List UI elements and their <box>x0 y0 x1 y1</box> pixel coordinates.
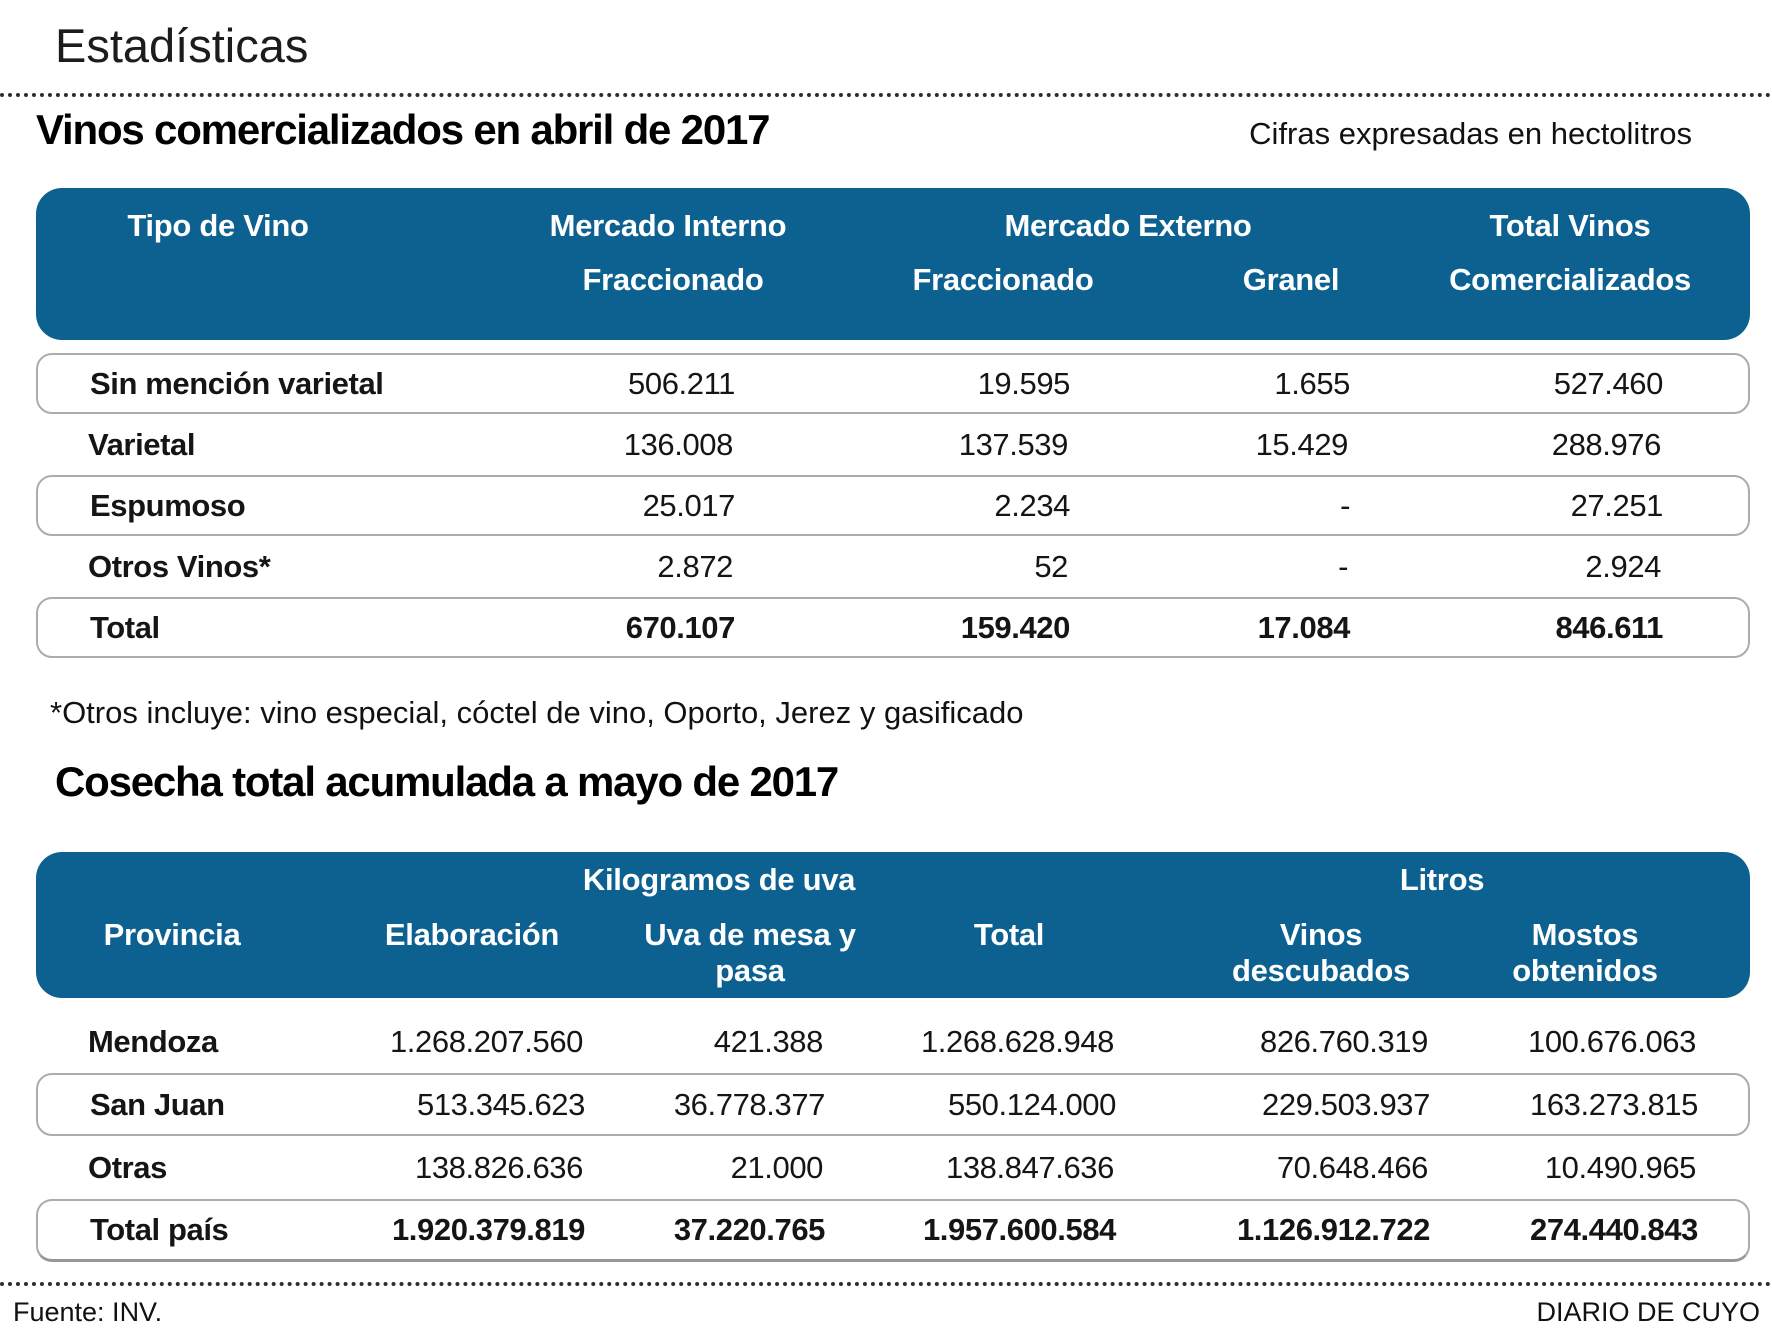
cell-mostos-obtenidos: 274.440.843 <box>1530 1212 1698 1247</box>
cell-externo-fraccionado: 159.420 <box>960 609 1071 645</box>
table2-header: Kilogramos de uva Litros Provincia Elabo… <box>36 852 1750 998</box>
cell-externo-fraccionado: 19.595 <box>977 365 1071 401</box>
table-row-otros-vinos: Otros Vinos* 2.872 52 - 2.924 <box>36 536 1750 597</box>
row-label: Otros Vinos* <box>88 548 271 584</box>
table1-footnote: *Otros incluye: vino especial, cóctel de… <box>50 695 1024 730</box>
section2-title: Cosecha total acumulada a mayo de 2017 <box>55 758 839 805</box>
table1-colgroup-mercado-interno: Mercado Interno <box>549 208 787 243</box>
table2-col-provincia: Provincia <box>103 917 241 952</box>
cell-externo-fraccionado: 2.234 <box>994 487 1070 523</box>
cell-elaboracion: 1.920.379.819 <box>391 1212 585 1247</box>
cell-uva-mesa-pasa: 421.388 <box>713 1023 824 1059</box>
row-label: Total <box>90 609 160 645</box>
cell-granel: 1.655 <box>1274 365 1350 401</box>
table-row-espumoso: Espumoso 25.017 2.234 - 27.251 <box>36 475 1750 536</box>
cell-vinos-descubados: 1.126.912.722 <box>1236 1212 1430 1247</box>
cell-uva-mesa-pasa: 21.000 <box>730 1149 824 1185</box>
section1-title: Vinos comercializados en abril de 2017 <box>36 106 771 153</box>
table2-col-uva-de-mesa-y-pasa: Uva de mesa y pasa <box>644 917 856 988</box>
table-row-total: Total 670.107 159.420 17.084 846.611 <box>36 597 1750 658</box>
cell-mercado-interno: 506.211 <box>628 365 735 401</box>
cell-total: 527.460 <box>1553 365 1664 401</box>
cell-mostos-obtenidos: 10.490.965 <box>1544 1149 1697 1185</box>
cell-vinos-descubados: 229.503.937 <box>1262 1086 1430 1122</box>
table2-col-total: Total <box>973 917 1045 952</box>
table-row-san-juan: San Juan 513.345.623 36.778.377 550.124.… <box>36 1073 1750 1136</box>
table1-col-granel: Granel <box>1242 262 1340 297</box>
footer-credit: DIARIO DE CUYO <box>1536 1297 1760 1327</box>
cell-granel: 15.429 <box>1255 426 1349 462</box>
table1-col-fraccionado-externo: Fraccionado <box>912 262 1094 297</box>
cell-externo-fraccionado: 137.539 <box>958 426 1069 462</box>
row-label: Otras <box>88 1149 167 1185</box>
table1-col-tipo-de-vino: Tipo de Vino <box>127 208 309 243</box>
cell-uva-mesa-pasa: 37.220.765 <box>673 1212 826 1247</box>
row-label: Varietal <box>88 426 196 462</box>
table1-col-comercializados: Comercializados <box>1449 262 1691 297</box>
table1-colgroup-mercado-externo: Mercado Externo <box>1004 208 1252 243</box>
table-row-otras: Otras 138.826.636 21.000 138.847.636 70.… <box>36 1136 1750 1199</box>
cell-elaboracion: 1.268.207.560 <box>389 1023 583 1059</box>
cell-granel: - <box>1340 487 1350 523</box>
cell-mercado-interno: 670.107 <box>625 609 736 645</box>
cell-mostos-obtenidos: 163.273.815 <box>1530 1086 1698 1122</box>
cell-mercado-interno: 136.008 <box>623 426 734 462</box>
row-label: Sin mención varietal <box>90 365 384 401</box>
table1-header: Tipo de Vino Mercado Interno Mercado Ext… <box>36 188 1750 340</box>
units-note: Cifras expresadas en hectolitros <box>1249 116 1692 151</box>
cell-externo-fraccionado: 52 <box>1034 548 1068 584</box>
cell-total: 27.251 <box>1570 487 1664 523</box>
table-row-varietal: Varietal 136.008 137.539 15.429 288.976 <box>36 414 1750 475</box>
table-row-total-pais: Total país 1.920.379.819 37.220.765 1.95… <box>36 1199 1750 1262</box>
footer-source: Fuente: INV. <box>13 1297 163 1327</box>
table-row-mendoza: Mendoza 1.268.207.560 421.388 1.268.628.… <box>36 1010 1750 1073</box>
section1-header: Vinos comercializados en abril de 2017 C… <box>36 106 1750 154</box>
table-vinos-comercializados: Tipo de Vino Mercado Interno Mercado Ext… <box>36 188 1750 658</box>
page-title: Estadísticas <box>55 19 309 72</box>
cell-elaboracion: 513.345.623 <box>417 1086 585 1122</box>
table2-col-elaboracion: Elaboración <box>384 917 560 952</box>
cell-total-kg: 138.847.636 <box>946 1149 1114 1185</box>
table2-body: Mendoza 1.268.207.560 421.388 1.268.628.… <box>36 1010 1750 1262</box>
table-cosecha-total: Kilogramos de uva Litros Provincia Elabo… <box>36 852 1750 1262</box>
cell-granel: - <box>1338 548 1348 584</box>
table2-col-vinos-descubados: Vinos descubados <box>1232 917 1410 988</box>
cell-mercado-interno: 25.017 <box>642 487 736 523</box>
table1-colgroup-total-vinos: Total Vinos <box>1489 208 1651 243</box>
row-label: Espumoso <box>90 487 246 523</box>
table2-colgroup-litros: Litros <box>1399 862 1485 897</box>
cell-total-kg: 550.124.000 <box>948 1086 1116 1122</box>
table1-col-fraccionado-interno: Fraccionado <box>582 262 764 297</box>
cell-granel: 17.084 <box>1257 609 1351 645</box>
table2-col-mostos-obtenidos: Mostos obtenidos <box>1512 917 1658 988</box>
row-label: Total país <box>90 1212 229 1247</box>
table-row-sin-mencion-varietal: Sin mención varietal 506.211 19.595 1.65… <box>36 353 1750 414</box>
cell-total-kg: 1.268.628.948 <box>920 1023 1114 1059</box>
row-label: Mendoza <box>88 1023 218 1059</box>
cell-total-kg: 1.957.600.584 <box>922 1212 1116 1247</box>
cell-mercado-interno: 2.872 <box>657 548 733 584</box>
cell-mostos-obtenidos: 100.676.063 <box>1528 1023 1696 1059</box>
cell-elaboracion: 138.826.636 <box>415 1149 583 1185</box>
row-label: San Juan <box>90 1086 225 1122</box>
cell-total: 846.611 <box>1555 609 1663 645</box>
dotted-rule-top <box>0 93 1772 97</box>
cell-vinos-descubados: 826.760.319 <box>1260 1023 1428 1059</box>
cell-uva-mesa-pasa: 36.778.377 <box>673 1086 826 1122</box>
cell-total: 2.924 <box>1585 548 1661 584</box>
table1-body: Sin mención varietal 506.211 19.595 1.65… <box>36 353 1750 658</box>
cell-vinos-descubados: 70.648.466 <box>1276 1149 1429 1185</box>
table2-colgroup-kilogramos-de-uva: Kilogramos de uva <box>582 862 856 897</box>
cell-total: 288.976 <box>1551 426 1662 462</box>
dotted-rule-bottom <box>0 1282 1772 1286</box>
